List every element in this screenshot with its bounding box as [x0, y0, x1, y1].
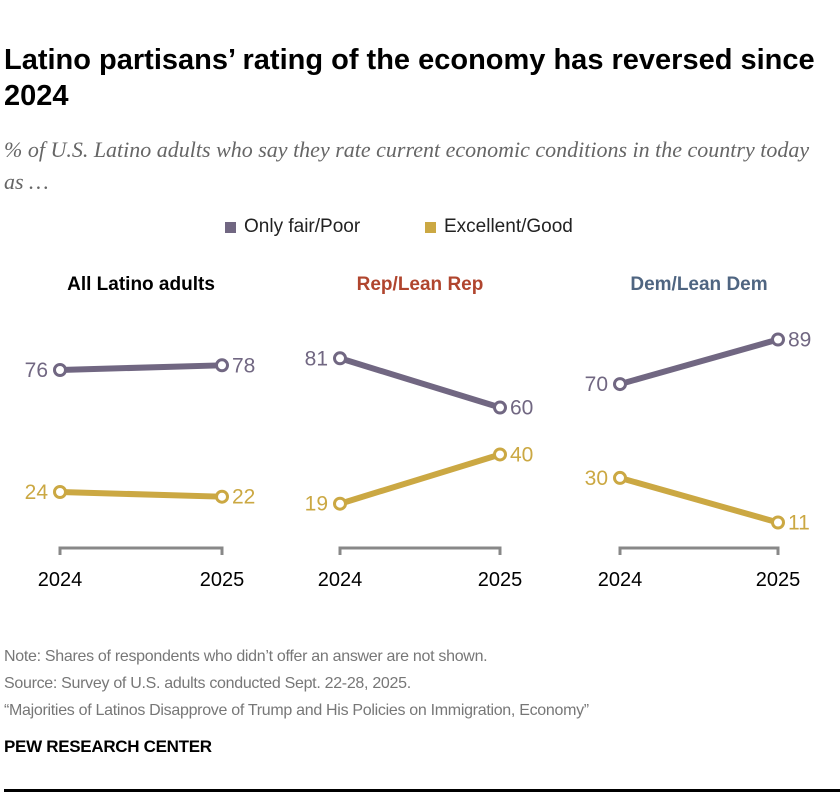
- x-axis: [58, 546, 224, 555]
- series-line-excellent-good: [619, 475, 779, 526]
- panel-title: Dem/Lean Dem: [630, 274, 767, 295]
- series-line-excellent-good: [59, 488, 223, 500]
- data-point: [215, 358, 229, 373]
- legend-swatch: [225, 221, 236, 233]
- x-tick-label: 2024: [38, 569, 83, 591]
- x-tick-label: 2025: [478, 569, 523, 591]
- series-line-excellent-good: [339, 451, 501, 507]
- data-point: [215, 489, 229, 504]
- data-label: 11: [788, 511, 810, 534]
- data-point: [493, 400, 507, 415]
- data-label: 81: [305, 347, 328, 370]
- series-line-only-fair-poor: [619, 336, 779, 387]
- line-chart: All Latino adults 2024 2025 76 78 24 22 Rep/Lea…: [25, 274, 812, 591]
- data-point: [333, 496, 347, 511]
- data-point: [53, 363, 67, 378]
- data-label: 19: [305, 493, 328, 516]
- legend-item-only-fair-poor: Only fair/Poor: [225, 216, 360, 238]
- data-label: 78: [232, 354, 255, 377]
- data-point: [613, 470, 627, 485]
- series-line-only-fair-poor: [59, 362, 223, 374]
- panel-title: All Latino adults: [67, 274, 215, 295]
- series-line-only-fair-poor: [339, 355, 501, 411]
- x-tick-label: 2024: [598, 569, 643, 591]
- chart-title: Latino partisans’ rating of the economy …: [4, 44, 815, 112]
- data-label: 24: [25, 481, 49, 504]
- bottom-rule: [4, 789, 840, 792]
- x-tick-label: 2024: [318, 569, 363, 591]
- data-label: 70: [585, 373, 608, 396]
- data-label: 30: [585, 467, 608, 490]
- legend-label: Excellent/Good: [444, 216, 573, 237]
- data-point: [493, 447, 507, 462]
- brand: PEW RESEARCH CENTER: [4, 737, 212, 756]
- x-tick-label: 2025: [200, 569, 245, 591]
- data-point: [53, 484, 67, 499]
- data-point: [613, 377, 627, 392]
- data-label: 22: [232, 486, 255, 509]
- legend-item-excellent-good: Excellent/Good: [425, 216, 573, 238]
- report-title: “Majorities of Latinos Disapprove of Tru…: [4, 702, 589, 719]
- data-point: [771, 515, 785, 530]
- data-point: [771, 332, 785, 347]
- data-label: 40: [510, 443, 533, 466]
- legend-label: Only fair/Poor: [244, 216, 361, 237]
- data-label: 89: [788, 329, 811, 352]
- legend-swatch: [425, 221, 436, 233]
- x-axis: [618, 546, 780, 555]
- panel-title: Rep/Lean Rep: [357, 274, 484, 295]
- note: Note: Shares of respondents who didn’t o…: [4, 648, 488, 665]
- source: Source: Survey of U.S. adults conducted …: [4, 675, 411, 692]
- data-label: 60: [510, 397, 533, 420]
- data-point: [333, 351, 347, 366]
- data-label: 76: [25, 359, 48, 382]
- chart-subtitle: % of U.S. Latino adults who say they rat…: [4, 137, 810, 194]
- x-axis: [338, 546, 502, 555]
- x-tick-label: 2025: [756, 569, 801, 591]
